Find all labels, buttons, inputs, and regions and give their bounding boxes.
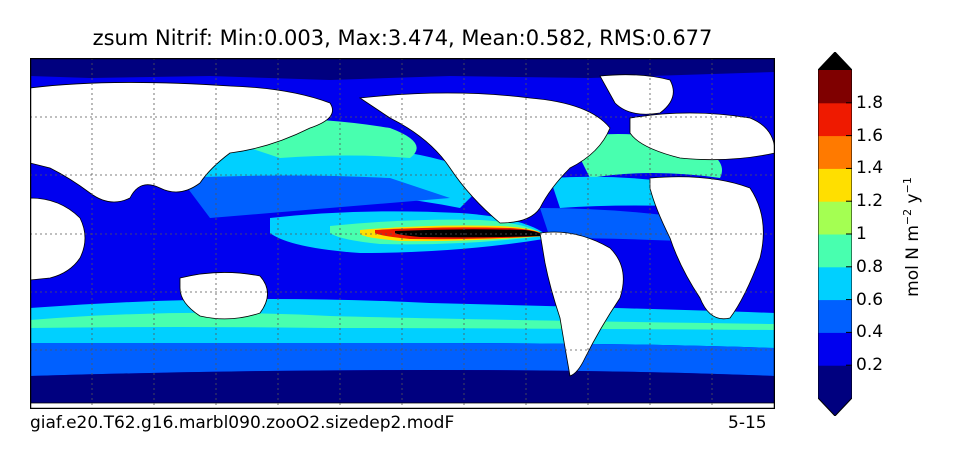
land-africa xyxy=(30,197,86,281)
map-plot-area xyxy=(30,58,775,409)
map-border xyxy=(30,58,775,409)
equatorial-band-max xyxy=(395,229,542,238)
colorbar-segment xyxy=(818,201,852,235)
colorbar-tick-label: 0.4 xyxy=(856,322,884,343)
gridlines xyxy=(30,58,775,409)
colorbar-segment xyxy=(818,135,852,169)
map-title: zsum Nitrif: Min:0.003, Max:3.474, Mean:… xyxy=(92,26,713,50)
land-africa-east xyxy=(649,176,764,320)
depth-range-label: 5-15 xyxy=(728,413,767,433)
colorbar-over-triangle xyxy=(818,52,852,70)
colorbar-segment xyxy=(818,299,852,333)
colorbar-label: mol N m−2 y−1 xyxy=(901,177,923,297)
colorbar-under-triangle xyxy=(818,398,852,416)
colorbar-label-exp2: −1 xyxy=(901,177,915,194)
colorbar xyxy=(818,52,852,416)
colorbar-segment xyxy=(818,266,852,301)
colorbar-tick-label: 1.6 xyxy=(856,125,884,146)
colorbar-label-exp1: −2 xyxy=(901,208,915,226)
colorbar-tick-label: 0.6 xyxy=(856,289,884,310)
land-greenland xyxy=(599,74,674,115)
colorbar-tick-label: 0.8 xyxy=(856,256,884,277)
colorbar-segment xyxy=(818,332,852,366)
colorbar-tick-label: 0.2 xyxy=(856,355,884,376)
colorbar-segment xyxy=(818,70,852,104)
land-eurasia xyxy=(30,82,333,203)
colorbar-tick-label: 1 xyxy=(856,224,867,244)
colorbar-segment xyxy=(818,168,852,202)
colorbar-segment xyxy=(818,234,852,268)
north-pacific-band-mid-blue xyxy=(180,175,450,218)
colorbar-tick-label: 1.8 xyxy=(856,92,884,113)
colorbar-segment xyxy=(818,102,852,137)
colorbar-label-unit: mol N m xyxy=(902,225,923,297)
land-australia xyxy=(179,272,268,320)
land-north-america xyxy=(358,92,611,224)
colorbar-tick-label: 1.2 xyxy=(856,191,884,212)
land-masses xyxy=(30,74,775,409)
run-name-label: giaf.e20.T62.g16.marbl090.zooO2.sizedep2… xyxy=(30,413,455,433)
colorbar-segment xyxy=(818,365,852,399)
land-south-america xyxy=(539,231,624,377)
colorbar-label-mid: y xyxy=(902,193,923,209)
colorbar-tick-label: 1.4 xyxy=(856,158,884,179)
